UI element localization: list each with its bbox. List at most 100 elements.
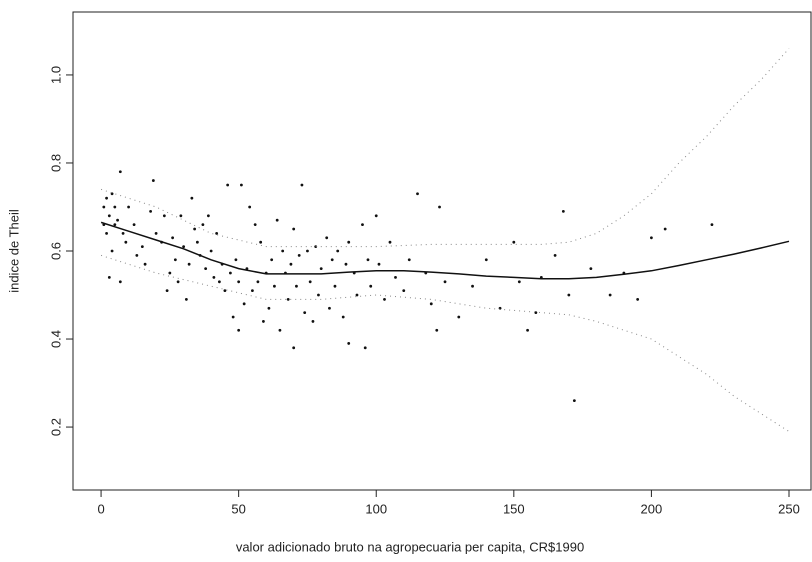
data-point bbox=[270, 258, 274, 262]
data-point bbox=[135, 254, 139, 257]
data-point bbox=[363, 346, 367, 350]
data-point bbox=[303, 311, 307, 315]
data-point bbox=[517, 280, 521, 284]
data-point bbox=[377, 262, 381, 266]
data-point bbox=[113, 223, 117, 226]
data-point bbox=[165, 289, 169, 293]
data-point bbox=[262, 320, 265, 323]
data-point bbox=[116, 218, 119, 222]
data-point bbox=[259, 240, 263, 244]
data-point bbox=[179, 214, 183, 218]
x-tick-label: 200 bbox=[641, 501, 663, 516]
data-point bbox=[328, 306, 331, 310]
data-point bbox=[149, 209, 152, 213]
data-point bbox=[572, 399, 576, 403]
x-axis-label: valor adicionado bruto na agropecuaria p… bbox=[236, 539, 584, 554]
data-point bbox=[512, 240, 516, 244]
x-tick-label: 150 bbox=[503, 501, 525, 516]
data-point bbox=[292, 227, 296, 231]
data-point bbox=[589, 267, 593, 271]
data-point bbox=[394, 276, 397, 279]
data-point bbox=[297, 254, 301, 257]
y-tick-label: 0.6 bbox=[48, 242, 63, 260]
data-point bbox=[435, 328, 439, 332]
data-point bbox=[341, 315, 345, 319]
data-point bbox=[204, 267, 208, 271]
data-point bbox=[212, 276, 216, 279]
data-point bbox=[234, 258, 238, 262]
data-point bbox=[110, 249, 114, 253]
data-point bbox=[534, 311, 538, 315]
smooth-line bbox=[100, 221, 790, 280]
confidence-band bbox=[100, 48, 790, 248]
x-tick-label: 0 bbox=[97, 501, 104, 516]
data-point bbox=[308, 280, 312, 284]
data-point bbox=[143, 262, 147, 266]
data-point bbox=[206, 214, 210, 218]
data-point bbox=[344, 262, 348, 266]
data-point bbox=[438, 205, 441, 209]
data-point bbox=[443, 280, 447, 284]
data-point bbox=[267, 306, 271, 310]
data-point bbox=[140, 245, 144, 248]
data-point bbox=[184, 298, 188, 301]
data-point bbox=[201, 223, 205, 226]
data-point bbox=[113, 205, 117, 209]
data-point bbox=[402, 289, 406, 293]
data-point bbox=[311, 320, 315, 323]
data-point bbox=[215, 231, 219, 235]
data-point bbox=[121, 231, 125, 235]
data-point bbox=[710, 223, 714, 226]
data-point bbox=[526, 328, 529, 332]
data-point bbox=[314, 245, 318, 248]
data-point bbox=[306, 249, 309, 253]
data-point bbox=[388, 240, 392, 244]
data-point bbox=[347, 342, 351, 345]
data-point bbox=[231, 315, 235, 319]
data-point bbox=[102, 205, 106, 209]
data-point bbox=[355, 293, 359, 297]
data-point bbox=[278, 328, 282, 332]
data-point bbox=[289, 262, 293, 266]
data-point bbox=[162, 214, 166, 218]
y-tick-label: 0.8 bbox=[48, 154, 63, 172]
data-point bbox=[118, 170, 122, 174]
data-point bbox=[608, 293, 612, 297]
data-point bbox=[553, 254, 557, 257]
data-point bbox=[217, 280, 221, 284]
data-point bbox=[118, 280, 122, 284]
data-point bbox=[319, 267, 323, 271]
data-point bbox=[253, 223, 257, 226]
y-axis-label: indice de Theil bbox=[6, 209, 21, 293]
data-point bbox=[190, 196, 194, 200]
data-point bbox=[325, 236, 329, 240]
y-tick-label: 0.2 bbox=[48, 418, 63, 436]
data-point bbox=[187, 262, 191, 266]
data-point bbox=[176, 280, 180, 284]
x-tick-label: 50 bbox=[231, 501, 245, 516]
data-point bbox=[281, 249, 285, 253]
plot-frame bbox=[72, 11, 812, 491]
data-point bbox=[173, 258, 177, 262]
data-point bbox=[195, 240, 199, 244]
data-point bbox=[107, 276, 111, 279]
data-point bbox=[429, 302, 433, 306]
y-tick-label: 0.4 bbox=[48, 330, 63, 348]
data-point bbox=[275, 218, 279, 222]
data-point bbox=[567, 293, 571, 297]
data-point bbox=[333, 284, 337, 288]
data-point bbox=[457, 315, 461, 319]
data-point bbox=[330, 258, 334, 262]
data-point bbox=[374, 214, 378, 218]
data-point bbox=[242, 302, 246, 306]
data-point bbox=[636, 298, 640, 301]
data-point bbox=[209, 249, 213, 253]
data-point bbox=[154, 231, 158, 235]
data-point bbox=[151, 179, 155, 182]
data-point bbox=[366, 258, 370, 262]
data-point bbox=[124, 240, 128, 244]
data-point bbox=[561, 209, 565, 213]
data-point bbox=[300, 183, 304, 187]
data-point bbox=[228, 271, 232, 275]
